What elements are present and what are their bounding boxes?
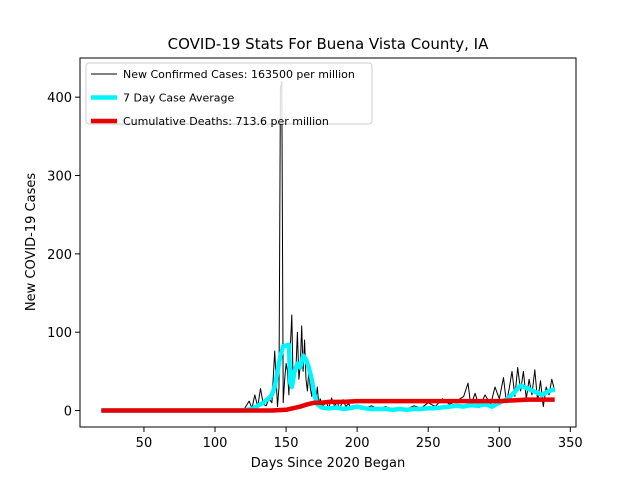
x-tick-label: 50 — [136, 436, 153, 451]
y-axis: 0 100 200 300 400 — [47, 91, 80, 420]
legend-label: 7 Day Case Average — [123, 92, 235, 105]
legend: New Confirmed Cases: 163500 per million 7… — [85, 62, 373, 128]
plot-frame — [79, 57, 577, 428]
series-cumulative-deaths-line — [101, 397, 555, 413]
x-axis: 50 100 150 200 250 300 350 — [136, 427, 583, 451]
y-tick-label: 300 — [47, 170, 72, 185]
x-axis-title: Days Since 2020 Began — [251, 456, 406, 471]
legend-label: Cumulative Deaths: 713.6 per million — [123, 115, 329, 128]
x-tick-label: 300 — [487, 436, 512, 451]
x-tick-label: 350 — [558, 436, 583, 451]
x-tick-label: 100 — [203, 436, 228, 451]
legend-label: New Confirmed Cases: 163500 per million — [123, 68, 355, 81]
legend-box — [85, 62, 373, 125]
chart-title: COVID-19 Stats For Buena Vista County, I… — [168, 35, 489, 53]
series-7-day-average-line — [101, 342, 556, 413]
y-tick-label: 0 — [64, 405, 72, 420]
y-tick-label: 400 — [47, 91, 72, 106]
x-tick-label: 250 — [416, 436, 441, 451]
y-axis-title: New COVID-19 Cases — [24, 173, 39, 311]
x-tick-label: 200 — [345, 436, 370, 451]
series-layer — [101, 81, 556, 413]
y-tick-label: 100 — [47, 326, 72, 341]
y-tick-label: 200 — [47, 248, 72, 263]
x-tick-label: 150 — [274, 436, 299, 451]
